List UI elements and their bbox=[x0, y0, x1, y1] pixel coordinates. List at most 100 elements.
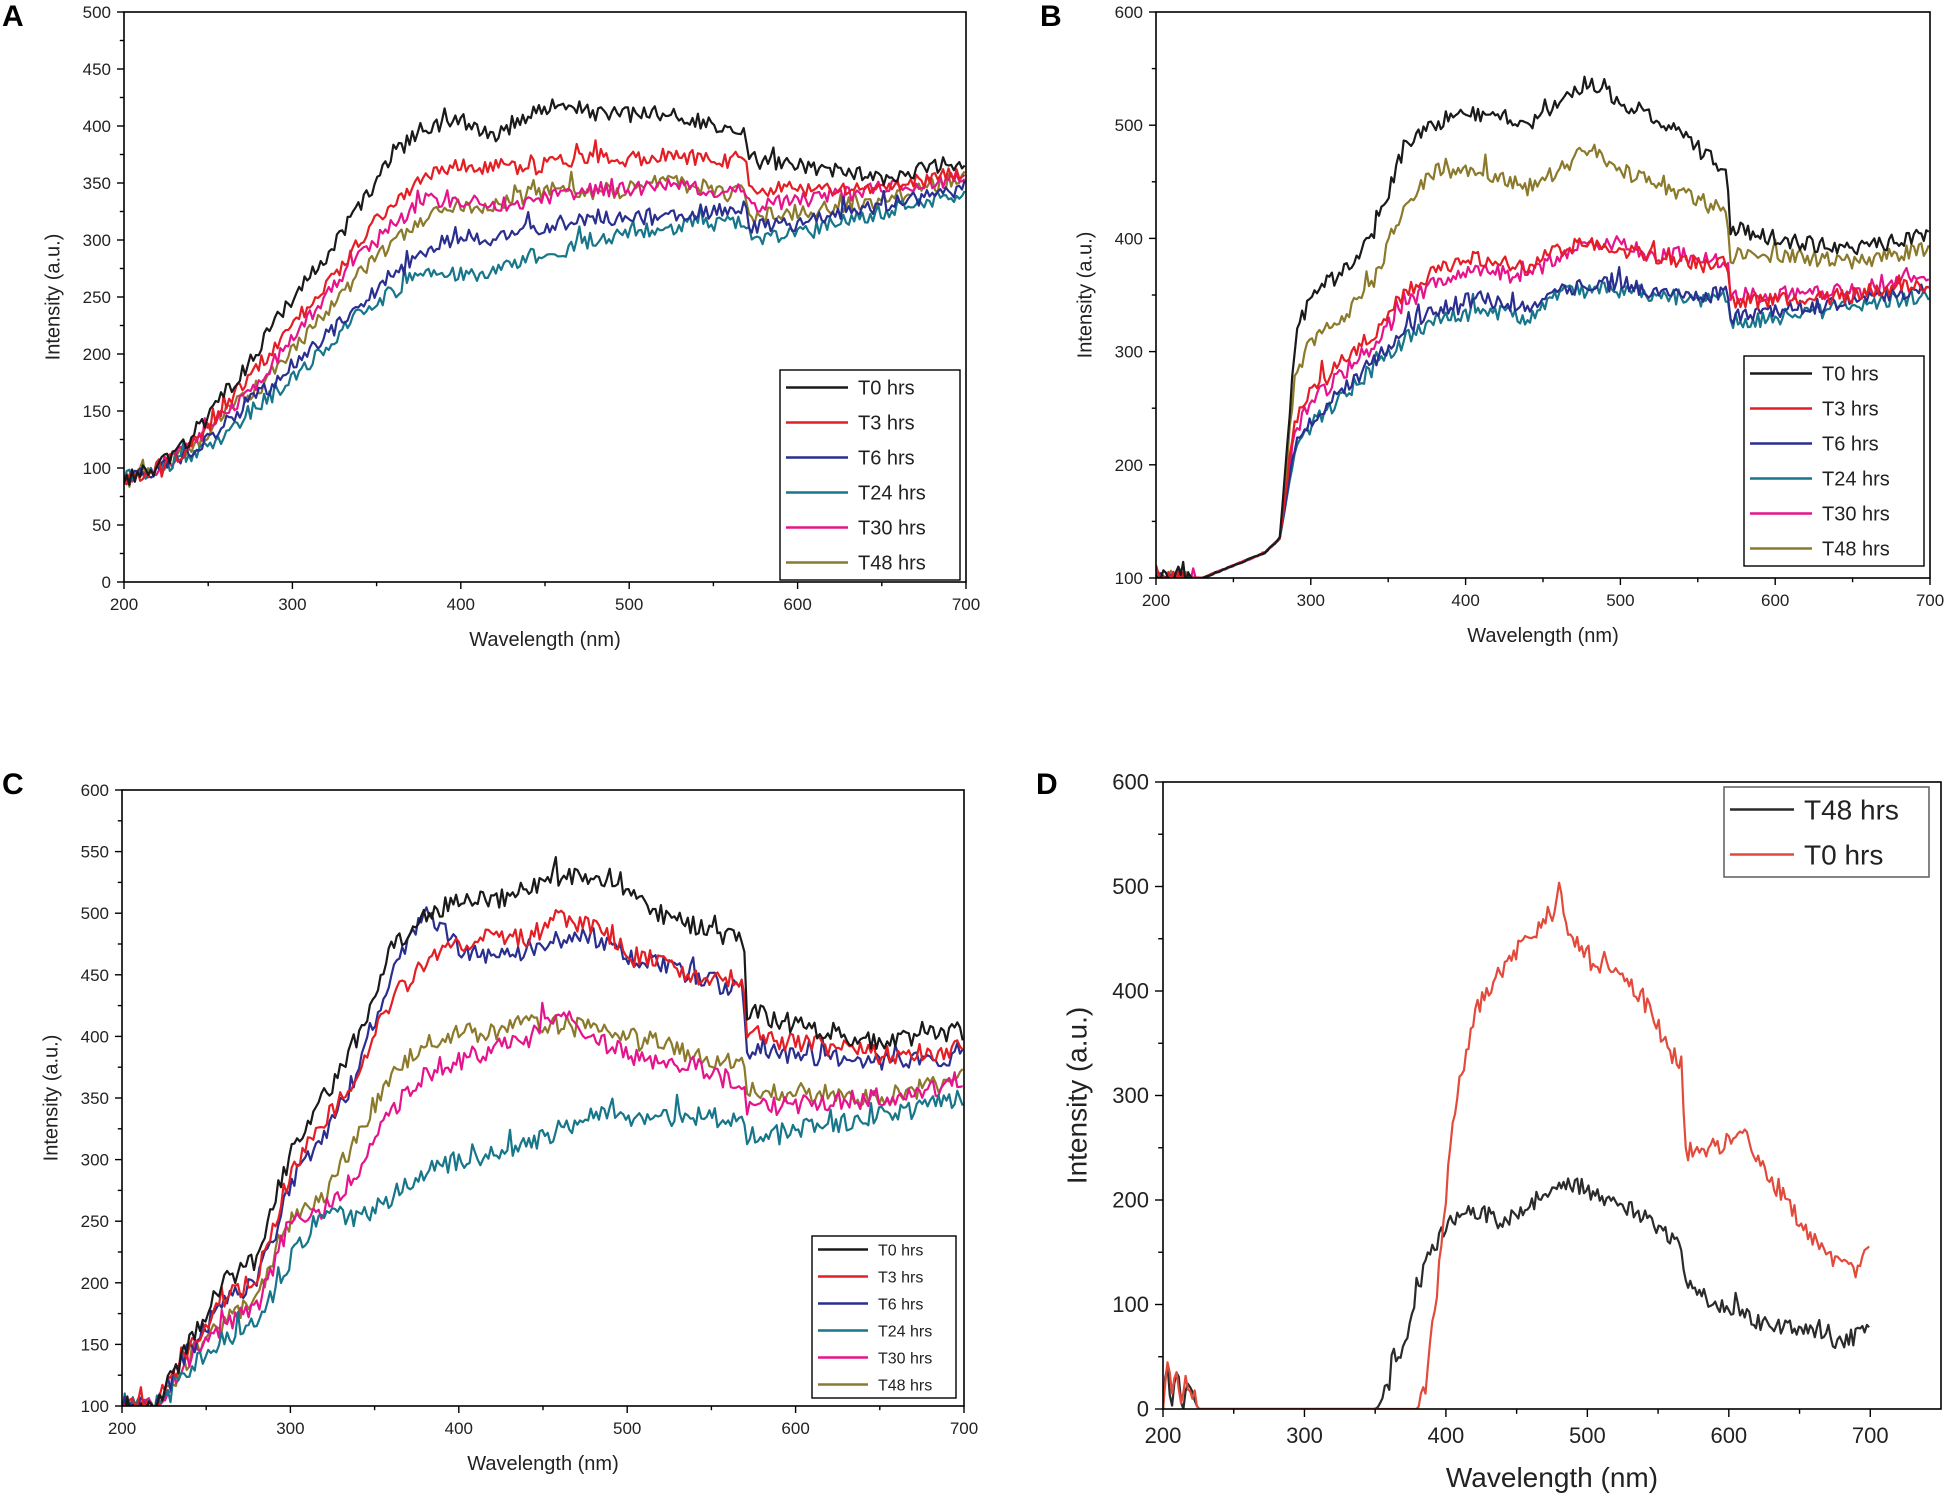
x-axis-label: Wavelength (nm) bbox=[467, 1453, 619, 1475]
x-tick-label: 200 bbox=[1145, 1423, 1182, 1448]
legend-label: T30 hrs bbox=[878, 1350, 932, 1367]
legend-box bbox=[811, 1235, 957, 1399]
y-tick-label: 400 bbox=[81, 1027, 109, 1046]
y-axis-label: Intensity (a.u.) bbox=[43, 234, 65, 361]
x-tick-label: 700 bbox=[950, 1419, 978, 1438]
y-tick-label: 350 bbox=[83, 174, 111, 193]
y-tick-label: 300 bbox=[81, 1151, 109, 1170]
x-tick-label: 500 bbox=[1569, 1423, 1606, 1448]
series-line-t30-hrs bbox=[124, 172, 966, 483]
series-line-t0-hrs bbox=[1163, 881, 1870, 1409]
series-line-t24-hrs bbox=[122, 1089, 964, 1406]
legend-label: T24 hrs bbox=[1822, 469, 1890, 491]
legend-label: T24 hrs bbox=[858, 483, 926, 505]
series-line-t0-hrs bbox=[124, 855, 964, 1406]
legend-label: T48 hrs bbox=[1804, 795, 1899, 826]
x-tick-label: 300 bbox=[1297, 591, 1325, 610]
y-tick-label: 300 bbox=[1115, 343, 1143, 362]
y-tick-label: 350 bbox=[81, 1089, 109, 1108]
series-line-t3-hrs bbox=[1156, 237, 1930, 578]
y-tick-label: 500 bbox=[83, 3, 111, 22]
y-tick-label: 600 bbox=[1112, 770, 1149, 795]
y-tick-label: 600 bbox=[81, 781, 109, 800]
y-tick-label: 100 bbox=[81, 1397, 109, 1416]
legend-label: T0 hrs bbox=[878, 1242, 923, 1259]
x-tick-label: 500 bbox=[613, 1419, 641, 1438]
x-tick-label: 700 bbox=[1916, 591, 1944, 610]
legend-label: T30 hrs bbox=[858, 518, 926, 540]
chart-panels: 200 300 400 500 600 700 0 50 100 150 200 250 300 350 4… bbox=[41, 3, 1945, 1493]
y-tick-label: 250 bbox=[83, 288, 111, 307]
legend-label: T3 hrs bbox=[878, 1269, 923, 1286]
x-tick-label: 400 bbox=[447, 595, 475, 614]
y-tick-label: 100 bbox=[1112, 1292, 1149, 1317]
panel-d: 200 300 400 500 600 700 0 100 200 300 400 500 600 Wav… bbox=[1062, 770, 1942, 1493]
x-tick-label: 600 bbox=[1761, 591, 1789, 610]
legend-label: T24 hrs bbox=[878, 1323, 932, 1340]
series-line-t3-hrs bbox=[123, 908, 964, 1406]
panel-b: 200 300 400 500 600 700 100 200 300 400 500 600 Wave… bbox=[1075, 3, 1945, 647]
x-tick-label: 600 bbox=[781, 1419, 809, 1438]
legend: T48 hrs T0 hrs bbox=[1723, 786, 1930, 878]
y-tick-label: 550 bbox=[81, 843, 109, 862]
y-tick-label: 450 bbox=[83, 60, 111, 79]
y-tick-label: 500 bbox=[1115, 116, 1143, 135]
y-tick-label: 450 bbox=[81, 966, 109, 985]
y-tick-label: 300 bbox=[1112, 1083, 1149, 1108]
legend-label: T3 hrs bbox=[1822, 399, 1879, 421]
y-tick-label: 400 bbox=[1115, 229, 1143, 248]
series-group bbox=[1156, 75, 1930, 578]
legend-box bbox=[1723, 786, 1930, 878]
x-tick-label: 200 bbox=[110, 595, 138, 614]
legend-label: T48 hrs bbox=[878, 1377, 932, 1394]
y-tick-label: 600 bbox=[1115, 3, 1143, 22]
legend-label: T6 hrs bbox=[878, 1296, 923, 1313]
y-axis-label: Intensity (a.u.) bbox=[1075, 232, 1097, 359]
legend: T0 hrs T3 hrs T6 hrs T24 hrs T30 hrs T48 hrs bbox=[1743, 355, 1925, 567]
y-tick-label: 100 bbox=[83, 459, 111, 478]
legend-label: T0 hrs bbox=[1804, 840, 1883, 871]
x-tick-label: 300 bbox=[278, 595, 306, 614]
y-tick-label: 150 bbox=[81, 1335, 109, 1354]
y-tick-label: 500 bbox=[81, 904, 109, 923]
legend-label: T0 hrs bbox=[858, 378, 915, 400]
panel-letter-c: C bbox=[2, 768, 24, 801]
x-tick-label: 600 bbox=[1710, 1423, 1747, 1448]
legend-label: T0 hrs bbox=[1822, 364, 1879, 386]
x-axis-label: Wavelength (nm) bbox=[469, 629, 621, 651]
x-axis-label: Wavelength (nm) bbox=[1446, 1462, 1658, 1493]
y-axis-label: Intensity (a.u.) bbox=[1062, 1007, 1093, 1184]
y-tick-label: 250 bbox=[81, 1212, 109, 1231]
x-tick-label: 400 bbox=[1428, 1423, 1465, 1448]
legend-label: T48 hrs bbox=[1822, 539, 1890, 561]
series-group bbox=[122, 855, 964, 1406]
x-tick-label: 500 bbox=[1606, 591, 1634, 610]
panel-letter-b: B bbox=[1040, 0, 1062, 33]
legend-label: T6 hrs bbox=[858, 448, 915, 470]
y-axis-label: Intensity (a.u.) bbox=[41, 1035, 63, 1162]
legend: T0 hrs T3 hrs T6 hrs T24 hrs T30 hrs T48 hrs bbox=[779, 369, 961, 581]
series-group bbox=[124, 98, 966, 488]
panel-c: 200 300 400 500 600 700 100 150 200 250 300 350 400 4… bbox=[41, 781, 979, 1475]
y-tick-label: 50 bbox=[92, 516, 111, 535]
x-tick-label: 300 bbox=[276, 1419, 304, 1438]
y-tick-label: 400 bbox=[1112, 979, 1149, 1004]
legend: T0 hrs T3 hrs T6 hrs T24 hrs T30 hrs T48 hrs bbox=[811, 1235, 957, 1399]
y-tick-label: 0 bbox=[1137, 1397, 1149, 1422]
legend-label: T6 hrs bbox=[1822, 434, 1879, 456]
y-tick-label: 150 bbox=[83, 402, 111, 421]
legend-box bbox=[1743, 355, 1925, 567]
x-tick-label: 400 bbox=[445, 1419, 473, 1438]
legend-box bbox=[779, 369, 961, 581]
series-line-t0-hrs bbox=[1156, 75, 1930, 578]
x-tick-label: 300 bbox=[1286, 1423, 1323, 1448]
series-line-t0-hrs bbox=[124, 98, 966, 486]
x-tick-label: 200 bbox=[108, 1419, 136, 1438]
series-group bbox=[1163, 881, 1870, 1409]
series-line-t3-hrs bbox=[124, 139, 966, 486]
series-line-t30-hrs bbox=[122, 1001, 964, 1406]
series-line-t6-hrs bbox=[124, 180, 966, 483]
x-tick-label: 700 bbox=[952, 595, 980, 614]
y-tick-label: 100 bbox=[1115, 569, 1143, 588]
